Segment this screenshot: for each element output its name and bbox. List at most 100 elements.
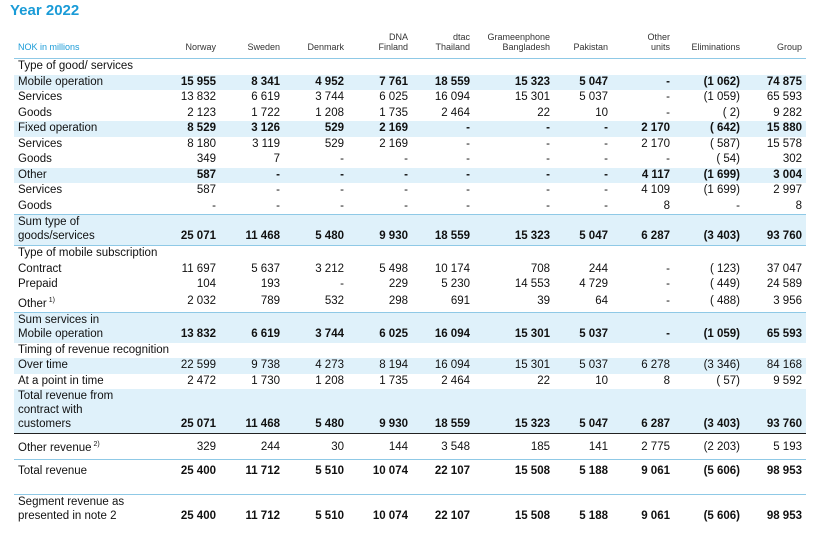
- row-label: Segment revenue as presented in note 2: [14, 494, 164, 526]
- table-cell: 25 071: [164, 389, 220, 435]
- table-cell: 64: [595, 295, 608, 308]
- table-cell: 18 559: [412, 214, 474, 246]
- col-header: Group: [776, 42, 802, 52]
- table-cell: 5 480: [284, 389, 348, 435]
- row-label: At a point in time: [18, 374, 104, 387]
- table-cell: 4 109: [641, 184, 670, 196]
- table-cell: 298: [388, 295, 408, 308]
- col-header: Norway: [185, 42, 216, 52]
- row-label: Contract: [18, 262, 62, 275]
- table-cell: 8 194: [348, 358, 412, 374]
- table-cell: 18 559: [412, 389, 474, 435]
- table-cell: 10 074: [348, 494, 412, 526]
- table-cell: 22 107: [412, 494, 474, 526]
- table-cell: -: [666, 295, 670, 308]
- table-row: Total revenue 25 400 11 712 5 510 10 074 22 1…: [14, 459, 806, 483]
- table-cell: 587: [196, 184, 216, 196]
- table-cell: 1 730: [251, 374, 280, 387]
- row-label: Total revenue from contract with customers: [14, 389, 164, 435]
- table-cell: 1 722: [251, 106, 280, 119]
- table-cell: 302: [782, 153, 802, 165]
- table-cell: [348, 245, 412, 262]
- row-label: Goods: [18, 153, 52, 165]
- table-cell: (1 059): [703, 91, 740, 103]
- table-cell: 93 760: [744, 389, 806, 435]
- row-label: Goods: [18, 199, 52, 212]
- table-row: Total revenue from contract with customers…: [14, 389, 806, 435]
- row-label: Fixed operation: [14, 121, 164, 137]
- row-label: Services: [18, 184, 63, 196]
- table-cell: 18 559: [412, 74, 474, 90]
- table-cell: [284, 59, 348, 75]
- table-cell: 93 760: [744, 214, 806, 246]
- table-cell: 4 729: [579, 278, 608, 290]
- table-cell: 15 323: [474, 214, 554, 246]
- table-cell: [744, 59, 806, 75]
- table-cell: 1 735: [379, 106, 408, 119]
- table-cell: -: [474, 121, 554, 137]
- table-cell: (5 606): [674, 494, 744, 526]
- table-cell: 9 592: [773, 374, 802, 387]
- table-cell: [220, 59, 284, 75]
- table-row: Sum services in Mobile operation 13 832 6 6…: [14, 311, 806, 343]
- table-cell: 2 123: [187, 106, 216, 119]
- table-cell: -: [348, 167, 412, 183]
- table-cell: 8: [663, 199, 670, 212]
- table-cell: -: [604, 153, 608, 165]
- table-cell: -: [612, 311, 674, 343]
- table-cell: -: [404, 153, 408, 165]
- table-cell: 10 174: [434, 262, 470, 275]
- table-cell: 65 593: [766, 91, 802, 103]
- table-cell: (3 403): [674, 389, 744, 435]
- row-label: Prepaid: [18, 278, 58, 290]
- table-cell: 6 619: [251, 91, 280, 103]
- table-cell: 5 637: [251, 262, 280, 275]
- table-cell: 5 510: [284, 459, 348, 483]
- table-cell: 244: [588, 262, 608, 275]
- table-cell: -: [474, 167, 554, 183]
- table-cell: 15 323: [474, 389, 554, 435]
- row-label: Over time: [14, 358, 164, 374]
- table-cell: 11 697: [181, 262, 216, 275]
- table-cell: 11 712: [220, 459, 284, 483]
- table-cell: 22: [537, 374, 550, 387]
- table-cell: 98 953: [744, 494, 806, 526]
- table-cell: [554, 245, 612, 262]
- table-cell: ( 642): [674, 121, 744, 137]
- table-row: Goods 349 7 - - - - - - ( 54) 302: [14, 152, 806, 168]
- table-cell: 15 578: [766, 137, 802, 150]
- table-cell: 37 047: [766, 262, 802, 275]
- table-cell: 691: [450, 295, 470, 308]
- table-cell: [164, 245, 220, 262]
- table-cell: [474, 343, 554, 359]
- table-cell: (2 203): [703, 440, 740, 453]
- table-cell: -: [466, 137, 470, 150]
- table-cell: [220, 343, 284, 359]
- table-cell: 529: [284, 121, 348, 137]
- table-cell: -: [412, 167, 474, 183]
- table-cell: 529: [324, 137, 344, 150]
- table-year-title: Year 2022: [10, 2, 80, 19]
- table-row: Services 587 - - - - - - 4 109 (1 699) 2 997: [14, 183, 806, 199]
- table-cell: 5 047: [554, 74, 612, 90]
- table-cell: 2 997: [773, 184, 802, 196]
- row-label: Total revenue: [14, 459, 164, 483]
- table-cell: 5 037: [579, 91, 608, 103]
- table-cell: 25 400: [164, 459, 220, 483]
- table-cell: 532: [324, 295, 344, 308]
- table-cell: [554, 59, 612, 75]
- table-cell: 2 775: [641, 440, 670, 453]
- table-cell: 5 480: [284, 214, 348, 246]
- table-cell: [674, 343, 744, 359]
- table-cell: -: [666, 153, 670, 165]
- table-cell: 25 071: [164, 214, 220, 246]
- table-cell: 9 282: [773, 106, 802, 119]
- table-cell: 3 956: [773, 295, 802, 308]
- table-cell: -: [546, 137, 550, 150]
- table-cell: 5 193: [773, 440, 802, 453]
- col-header: Grameenphone Bangladesh: [487, 32, 550, 52]
- table-cell: 14 553: [514, 278, 550, 290]
- table-row: Over time 22 599 9 738 4 273 8 194 16 094 15 3…: [14, 358, 806, 374]
- table-row: Other revenue 2) 329 244 30 144 3 548 185 141 2 …: [14, 434, 806, 460]
- table-cell: 16 094: [412, 358, 474, 374]
